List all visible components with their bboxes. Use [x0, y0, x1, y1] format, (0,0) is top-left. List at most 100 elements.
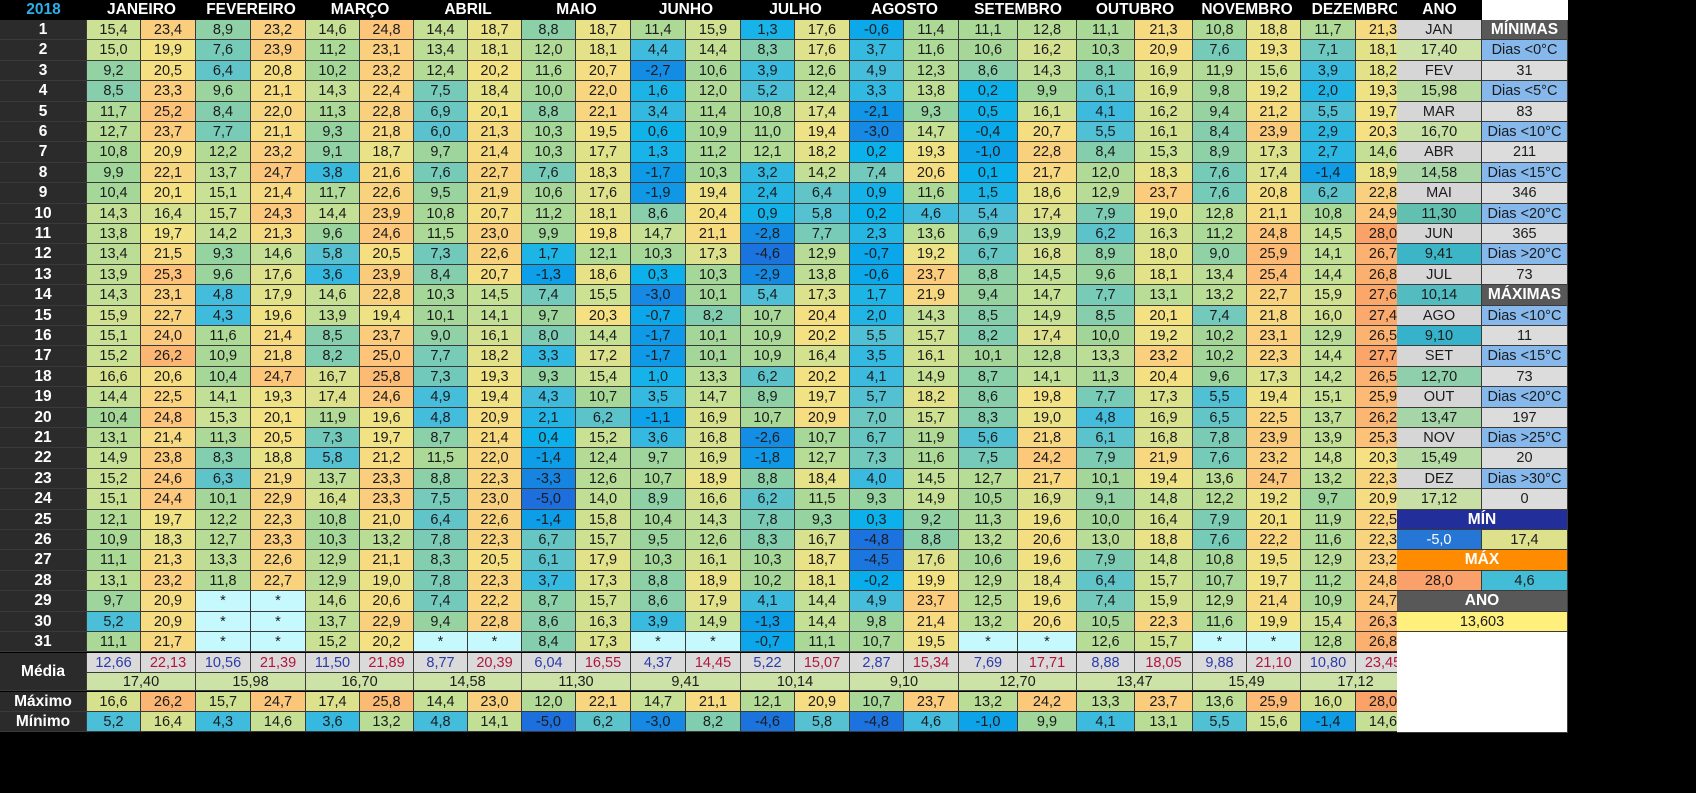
max-temp-cell[interactable]: 14,7 [1018, 285, 1077, 306]
min-temp-cell[interactable]: 8,4 [1193, 122, 1247, 142]
minimo-cell[interactable]: -4,8 [850, 712, 904, 732]
min-temp-cell[interactable]: -1,7 [631, 346, 686, 367]
max-temp-cell[interactable]: * [1018, 632, 1077, 652]
max-temp-cell[interactable]: 20,5 [251, 428, 306, 448]
max-temp-cell[interactable]: 21,8 [1247, 306, 1301, 326]
min-temp-cell[interactable]: 13,8 [87, 224, 141, 244]
max-temp-cell[interactable]: 23,3 [360, 489, 414, 510]
min-temp-cell[interactable]: 10,3 [631, 550, 686, 571]
min-temp-cell[interactable]: 12,6 [1077, 632, 1135, 652]
max-temp-cell[interactable]: 20,5 [141, 61, 196, 81]
min-temp-cell[interactable]: 13,7 [196, 163, 251, 183]
min-temp-cell[interactable]: 15,4 [1301, 612, 1356, 632]
max-temp-cell[interactable]: 17,9 [686, 591, 741, 612]
max-temp-cell[interactable]: 21,1 [1247, 204, 1301, 224]
max-temp-cell[interactable]: 25,8 [360, 367, 414, 387]
max-temp-cell[interactable]: 18,1 [795, 571, 850, 591]
max-temp-cell[interactable]: 12,4 [576, 448, 631, 469]
max-temp-cell[interactable]: 22,9 [251, 489, 306, 510]
min-temp-cell[interactable]: -2,9 [741, 265, 795, 285]
min-temp-cell[interactable]: 16,6 [87, 367, 141, 387]
min-temp-cell[interactable]: 8,3 [741, 40, 795, 61]
max-temp-cell[interactable]: 14,5 [1018, 265, 1077, 285]
min-temp-cell[interactable]: 10,6 [959, 40, 1018, 61]
min-temp-cell[interactable]: 10,9 [196, 346, 251, 367]
max-temp-cell[interactable]: 21,8 [251, 346, 306, 367]
max-temp-cell[interactable]: 22,3 [468, 571, 522, 591]
maximo-cell[interactable]: 24,7 [251, 692, 306, 712]
max-temp-cell[interactable]: 24,2 [1018, 448, 1077, 469]
min-temp-cell[interactable]: 5,4 [959, 204, 1018, 224]
max-temp-cell[interactable]: 9,3 [904, 102, 959, 122]
max-temp-cell[interactable]: 14,1 [1018, 367, 1077, 387]
min-temp-cell[interactable]: 6,7 [850, 428, 904, 448]
min-temp-cell[interactable]: 3,6 [306, 265, 360, 285]
min-temp-cell[interactable]: 12,2 [1193, 489, 1247, 510]
min-temp-cell[interactable]: 8,0 [522, 326, 576, 346]
max-temp-cell[interactable]: 16,8 [686, 428, 741, 448]
min-temp-cell[interactable]: -1,0 [959, 142, 1018, 163]
max-temp-cell[interactable]: 19,8 [1018, 387, 1077, 408]
min-temp-cell[interactable]: 4,3 [196, 306, 251, 326]
min-temp-cell[interactable]: 7,3 [306, 428, 360, 448]
min-temp-cell[interactable]: 7,5 [414, 81, 468, 102]
max-temp-cell[interactable]: 15,2 [576, 428, 631, 448]
max-temp-cell[interactable]: 23,7 [141, 122, 196, 142]
minimo-cell[interactable]: 8,2 [686, 712, 741, 732]
min-temp-cell[interactable]: 15,9 [87, 306, 141, 326]
minimo-cell[interactable]: -5,0 [522, 712, 576, 732]
min-temp-cell[interactable]: 13,9 [1301, 428, 1356, 448]
max-temp-cell[interactable]: 14,3 [904, 306, 959, 326]
min-temp-cell[interactable]: 13,3 [196, 550, 251, 571]
min-temp-cell[interactable]: -0,4 [959, 122, 1018, 142]
min-temp-cell[interactable]: 11,5 [414, 224, 468, 244]
max-temp-cell[interactable]: 23,8 [141, 448, 196, 469]
max-temp-cell[interactable]: 16,9 [686, 448, 741, 469]
min-temp-cell[interactable]: 8,9 [631, 489, 686, 510]
min-temp-cell[interactable]: 8,8 [959, 265, 1018, 285]
min-temp-cell[interactable]: 10,9 [741, 346, 795, 367]
min-temp-cell[interactable]: 7,0 [850, 408, 904, 428]
max-temp-cell[interactable]: 24,7 [1247, 469, 1301, 489]
min-temp-cell[interactable]: 8,6 [959, 61, 1018, 81]
max-temp-cell[interactable]: 16,6 [686, 489, 741, 510]
min-temp-cell[interactable]: 8,4 [196, 102, 251, 122]
max-temp-cell[interactable]: 20,1 [251, 408, 306, 428]
min-temp-cell[interactable]: 11,1 [87, 550, 141, 571]
max-temp-cell[interactable]: 10,6 [686, 61, 741, 81]
min-temp-cell[interactable]: 10,5 [959, 489, 1018, 510]
max-temp-cell[interactable]: 22,4 [360, 81, 414, 102]
min-temp-cell[interactable]: 8,7 [414, 428, 468, 448]
max-temp-cell[interactable]: 19,7 [1247, 571, 1301, 591]
min-temp-cell[interactable]: 2,4 [741, 183, 795, 204]
min-temp-cell[interactable]: 14,3 [306, 81, 360, 102]
max-temp-cell[interactable]: * [1247, 632, 1301, 652]
minimo-cell[interactable]: 4,3 [196, 712, 251, 732]
max-temp-cell[interactable]: 11,6 [904, 448, 959, 469]
max-temp-cell[interactable]: 23,1 [141, 285, 196, 306]
max-temp-cell[interactable]: 12,6 [795, 61, 850, 81]
min-temp-cell[interactable]: 10,0 [1077, 510, 1135, 530]
max-temp-cell[interactable]: 23,3 [360, 469, 414, 489]
maximo-cell[interactable]: 16,6 [87, 692, 141, 712]
min-temp-cell[interactable]: 8,9 [1193, 142, 1247, 163]
max-temp-cell[interactable]: 19,2 [1135, 326, 1193, 346]
min-temp-cell[interactable]: 9,3 [196, 244, 251, 265]
max-temp-cell[interactable]: 21,3 [251, 224, 306, 244]
maximo-cell[interactable]: 25,9 [1247, 692, 1301, 712]
min-temp-cell[interactable]: 1,6 [631, 81, 686, 102]
max-temp-cell[interactable]: 24,7 [251, 163, 306, 183]
min-temp-cell[interactable]: 14,3 [87, 204, 141, 224]
max-temp-cell[interactable]: 20,1 [1247, 510, 1301, 530]
maximo-cell[interactable]: 20,9 [795, 692, 850, 712]
max-temp-cell[interactable]: 14,1 [468, 306, 522, 326]
min-temp-cell[interactable]: 0,9 [741, 204, 795, 224]
min-temp-cell[interactable]: 1,7 [850, 285, 904, 306]
min-temp-cell[interactable]: 8,6 [959, 387, 1018, 408]
max-temp-cell[interactable]: 16,4 [1135, 510, 1193, 530]
max-temp-cell[interactable]: 17,3 [686, 244, 741, 265]
min-temp-cell[interactable]: 7,9 [1077, 204, 1135, 224]
min-temp-cell[interactable]: 11,2 [1193, 224, 1247, 244]
max-temp-cell[interactable]: 20,6 [1018, 530, 1077, 550]
max-temp-cell[interactable]: 19,3 [1247, 40, 1301, 61]
